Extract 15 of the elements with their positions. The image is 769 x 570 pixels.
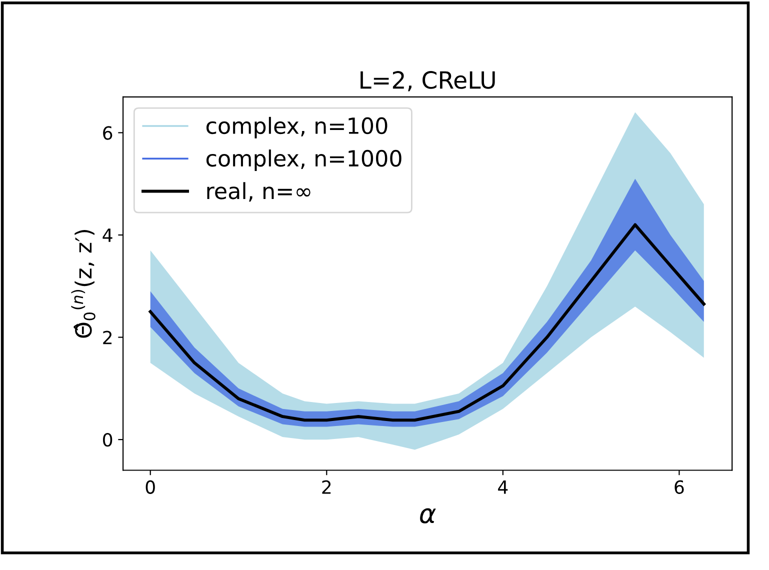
y-tick-label: 2	[103, 330, 112, 344]
chart-title: L=2, CReLU	[360, 71, 495, 92]
y-tick-label: 6	[103, 126, 112, 140]
x-tick-label: 6	[674, 480, 684, 494]
y-tick-label: 4	[102, 228, 112, 242]
x-axis-title: α	[420, 508, 436, 524]
y-axis-title: Θ̂$_{0}$$^{(n)}$(z, z′)	[71, 230, 96, 338]
legend-label: complex, n=100	[206, 116, 388, 138]
legend-label: complex, n=1000	[206, 150, 402, 172]
x-tick-label: 4	[498, 480, 508, 494]
y-tick-label: 0	[103, 433, 112, 447]
x-tick-label: 2	[322, 480, 331, 494]
line-series	[148, 223, 706, 422]
legend-label: real, n=∞	[207, 182, 310, 202]
x-tick-label: 0	[146, 480, 155, 494]
